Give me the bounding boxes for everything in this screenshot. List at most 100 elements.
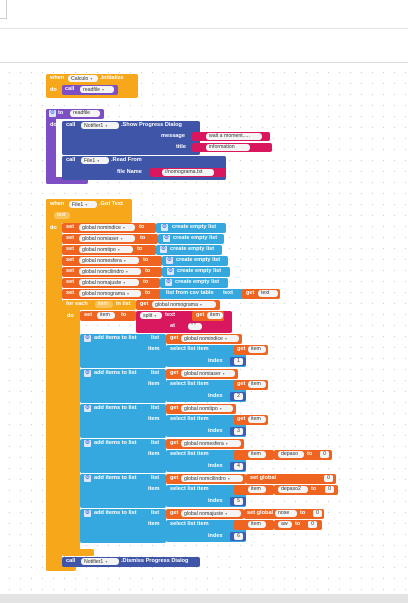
set-global-block[interactable] xyxy=(246,474,336,484)
global-dropdown-nomajuste[interactable]: global nomajuste ▾ xyxy=(79,279,139,286)
component-dropdown-notifier[interactable]: Notifier1 ▾ xyxy=(81,122,119,129)
global-dropdown-nomindice[interactable]: global nomindice ▾ xyxy=(79,224,135,231)
get-global-dropdown[interactable]: global nomesfera ▾ xyxy=(181,440,241,447)
gear-icon[interactable]: ⚙ xyxy=(84,475,91,482)
index-number-field[interactable]: 5 xyxy=(234,498,243,505)
filename-text-field[interactable]: //nomograma.txt xyxy=(162,169,214,176)
set-var-dropdown[interactable]: nose xyxy=(275,510,297,517)
global-dropdown-nomiaser[interactable]: global nomiaser ▾ xyxy=(79,235,135,242)
horizontal-scrollbar[interactable] xyxy=(0,594,408,603)
gear-icon[interactable]: ⚙ xyxy=(84,335,91,342)
set-var-dropdown[interactable]: aw xyxy=(278,521,292,528)
add-items-to-list-block[interactable] xyxy=(80,369,166,403)
create-empty-list-block[interactable] xyxy=(162,267,230,277)
event-gottext-block[interactable] xyxy=(46,199,62,571)
get-global-nomograma-dropdown[interactable]: global nomograma ▾ xyxy=(152,301,216,308)
get-item-dropdown[interactable]: item xyxy=(207,312,223,319)
do-label: do xyxy=(50,122,57,128)
get-item-dropdown[interactable]: item xyxy=(248,416,266,423)
global-dropdown-nomcilindro[interactable]: global nomcilindro ▾ xyxy=(79,268,141,275)
create-empty-list-block[interactable] xyxy=(158,234,224,244)
index-number-field[interactable]: 6 xyxy=(234,533,243,540)
to-label: to xyxy=(307,451,313,457)
get-item-dropdown[interactable]: item xyxy=(248,521,266,528)
to-label: to xyxy=(139,224,145,230)
gear-icon[interactable]: ⚙ xyxy=(161,224,168,231)
procedure-dropdown-readfile[interactable]: readfile ▾ xyxy=(80,86,114,93)
get-item-dropdown[interactable]: item xyxy=(248,451,266,458)
gear-icon[interactable]: ⚙ xyxy=(167,268,174,275)
dismiss-progress-dialog-block[interactable] xyxy=(62,557,200,567)
number-field[interactable]: 0 xyxy=(324,475,333,482)
set-var-block[interactable] xyxy=(274,520,322,530)
gear-icon[interactable]: ⚙ xyxy=(160,246,167,253)
number-field[interactable]: 0 xyxy=(325,486,334,493)
set-var-dropdown[interactable]: depaso xyxy=(278,451,304,458)
list-from-csv-table-block[interactable] xyxy=(160,289,244,299)
add-items-to-list-block[interactable] xyxy=(80,474,166,508)
create-empty-list-block[interactable] xyxy=(156,245,222,255)
procedure-readfile-block[interactable] xyxy=(46,109,56,184)
message-text-field[interactable]: wait a moment..... xyxy=(206,133,262,140)
get-item-dropdown[interactable]: item xyxy=(248,486,266,493)
select-list-item-block[interactable] xyxy=(166,485,246,507)
get-global-dropdown[interactable]: global nomindice ▾ xyxy=(181,335,239,342)
get-global-dropdown[interactable]: global nomcilindro ▾ xyxy=(181,475,243,482)
component-dropdown-file[interactable]: File1 ▾ xyxy=(69,201,97,208)
create-empty-list-block[interactable] xyxy=(162,256,228,266)
split-dropdown[interactable]: split ▾ xyxy=(140,312,162,319)
set-item-dropdown[interactable]: item xyxy=(97,312,115,319)
gear-icon[interactable]: ⚙ xyxy=(49,110,56,117)
add-items-to-list-label: add items to list xyxy=(94,440,137,446)
index-number-field[interactable]: 2 xyxy=(234,393,243,400)
component-dropdown-notifier[interactable]: Notifier1 ▾ xyxy=(81,558,119,565)
select-list-item-block[interactable] xyxy=(166,520,246,542)
index-number-field[interactable]: 4 xyxy=(234,463,243,470)
set-var-dropdown[interactable]: depaso2 xyxy=(278,486,308,493)
get-global-dropdown[interactable]: global nomajuste ▾ xyxy=(181,510,241,517)
select-list-item-label: select list item xyxy=(170,486,209,492)
param-text[interactable]: text xyxy=(54,212,70,219)
create-empty-list-block[interactable] xyxy=(156,223,226,233)
global-dropdown-nomesfera[interactable]: global nomesfera ▾ xyxy=(79,257,139,264)
for-each-label: for each xyxy=(66,301,88,307)
gear-icon[interactable]: ⚙ xyxy=(84,370,91,377)
gear-icon[interactable]: ⚙ xyxy=(84,405,91,412)
loop-variable-item[interactable]: item xyxy=(95,301,113,308)
get-label: get xyxy=(237,416,246,422)
for-each-item-block[interactable] xyxy=(62,300,80,556)
global-dropdown-nomograma[interactable]: global nomograma ▾ xyxy=(79,290,141,297)
get-global-dropdown[interactable]: global nomiaser ▾ xyxy=(181,370,235,377)
add-items-to-list-block[interactable] xyxy=(80,334,166,368)
at-text-field[interactable]: " " xyxy=(188,323,202,330)
component-dropdown-calculo[interactable]: Calculo ▾ xyxy=(68,75,98,82)
list-param-label: list xyxy=(151,510,160,516)
select-list-item-block[interactable] xyxy=(166,450,246,472)
index-number-field[interactable]: 3 xyxy=(234,428,243,435)
index-number-field[interactable]: 1 xyxy=(234,358,243,365)
select-list-item-block[interactable] xyxy=(166,380,246,402)
procedure-name-field[interactable]: readfile xyxy=(70,110,100,117)
gear-icon[interactable]: ⚙ xyxy=(84,510,91,517)
create-empty-list-block[interactable] xyxy=(160,278,228,288)
gear-icon[interactable]: ⚙ xyxy=(163,235,170,242)
gear-icon[interactable]: ⚙ xyxy=(166,257,173,264)
get-text-dropdown[interactable]: text xyxy=(258,290,278,297)
gear-icon[interactable]: ⚙ xyxy=(165,279,172,286)
select-list-item-block[interactable] xyxy=(166,415,246,437)
get-item-dropdown[interactable]: item xyxy=(248,381,266,388)
blocks-workspace[interactable]: when Calculo ▾ .Initialize do call readfi… xyxy=(0,63,408,594)
select-list-item-block[interactable] xyxy=(166,345,246,367)
number-field[interactable]: 0 xyxy=(313,510,322,517)
title-text-field[interactable]: information xyxy=(206,144,250,151)
gear-icon[interactable]: ⚙ xyxy=(84,440,91,447)
add-items-to-list-block[interactable] xyxy=(80,404,166,438)
number-field[interactable]: 0 xyxy=(320,451,329,458)
add-items-to-list-block[interactable] xyxy=(80,439,166,473)
get-global-dropdown[interactable]: global nomtipo ▾ xyxy=(181,405,233,412)
number-field[interactable]: 0 xyxy=(308,521,317,528)
global-dropdown-nomtipo[interactable]: global nomtipo ▾ xyxy=(79,246,133,253)
component-dropdown-file[interactable]: File1 ▾ xyxy=(81,157,109,164)
add-items-to-list-block[interactable] xyxy=(80,509,166,543)
get-item-dropdown[interactable]: item xyxy=(248,346,266,353)
